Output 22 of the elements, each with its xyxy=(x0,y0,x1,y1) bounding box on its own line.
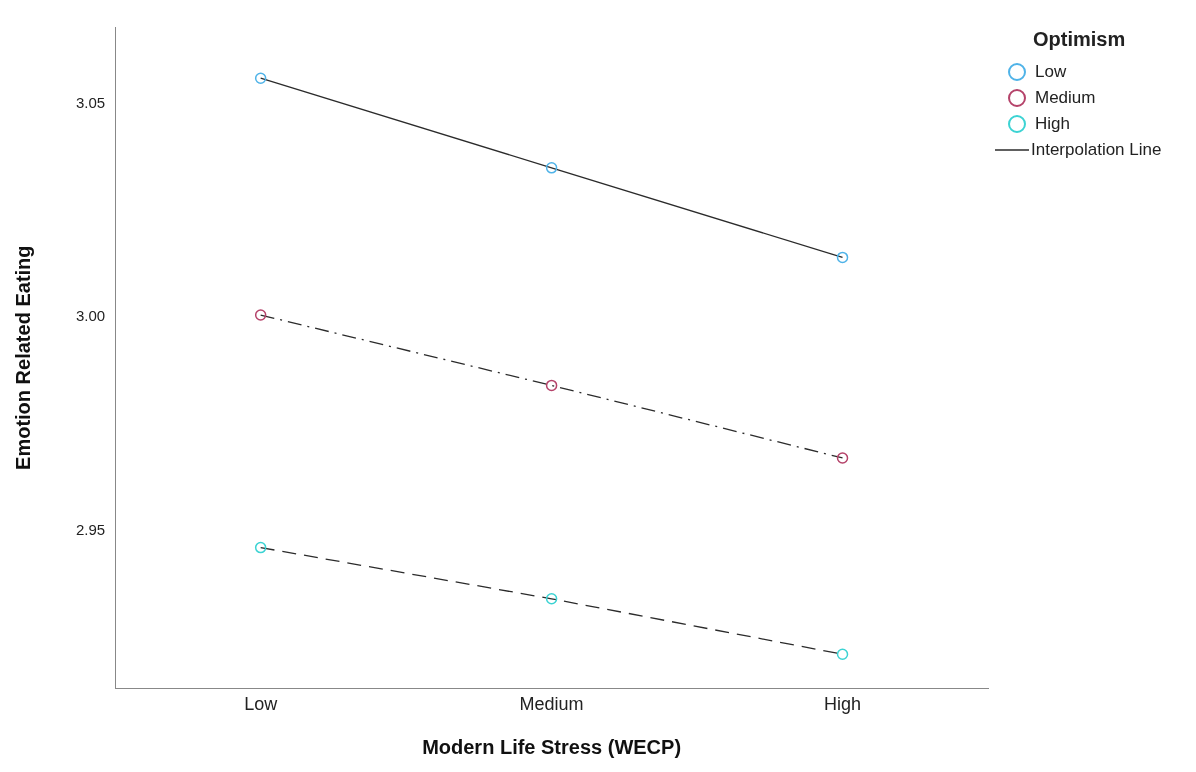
x-axis-title: Modern Life Stress (WECP) xyxy=(422,735,682,758)
point xyxy=(545,593,558,605)
x-tick-label: High xyxy=(824,694,862,715)
legend-label: Medium xyxy=(1035,88,1096,108)
y-tick-label: 3.00 xyxy=(75,307,106,325)
text: Interpolation Line xyxy=(1031,140,1162,160)
point xyxy=(836,648,849,661)
legend-label: Low xyxy=(1035,62,1067,82)
point xyxy=(254,309,267,321)
point xyxy=(545,379,558,392)
point xyxy=(836,251,849,264)
point xyxy=(836,452,849,464)
legend-label: High xyxy=(1035,114,1070,134)
point xyxy=(254,72,267,84)
x-tick-label: Low xyxy=(244,694,279,715)
y-axis-title: Emotion Related Eating xyxy=(11,245,34,470)
legend-title: Optimism xyxy=(1033,28,1127,51)
y-tick-label: 2.95 xyxy=(75,520,106,538)
x-tick-label: Medium xyxy=(519,694,584,715)
point xyxy=(254,541,267,554)
y-tick-label: 3.05 xyxy=(75,93,106,111)
point xyxy=(545,162,558,174)
